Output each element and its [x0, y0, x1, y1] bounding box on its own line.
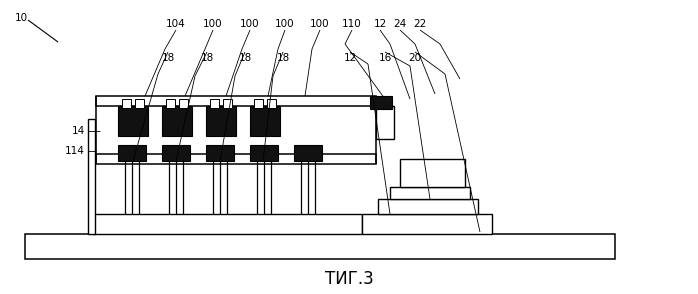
Bar	[254, 99, 263, 108]
Bar	[250, 106, 280, 136]
Bar	[122, 99, 131, 108]
Text: 14: 14	[72, 126, 85, 136]
Bar	[96, 96, 376, 106]
Text: 22: 22	[413, 19, 426, 29]
Bar	[206, 145, 234, 161]
Bar	[162, 145, 190, 161]
Text: 110: 110	[342, 19, 362, 29]
Bar	[118, 145, 146, 161]
Text: 100: 100	[275, 19, 295, 29]
Bar	[210, 99, 219, 108]
Bar	[223, 99, 232, 108]
Bar	[118, 106, 148, 136]
Bar	[96, 154, 376, 164]
Text: 100: 100	[310, 19, 330, 29]
Text: 100: 100	[203, 19, 223, 29]
Text: 12: 12	[343, 53, 357, 63]
Bar	[390, 187, 470, 199]
Bar	[206, 106, 236, 136]
Bar	[250, 145, 278, 161]
Bar	[162, 106, 192, 136]
Bar	[25, 234, 615, 259]
Text: 104: 104	[166, 19, 186, 29]
Text: 10: 10	[15, 13, 28, 23]
Bar	[376, 106, 394, 139]
Text: 12: 12	[373, 19, 387, 29]
Text: 114: 114	[65, 146, 85, 156]
Bar	[362, 214, 492, 234]
Text: 18: 18	[161, 53, 174, 63]
Text: 100: 100	[240, 19, 260, 29]
Bar	[378, 199, 478, 214]
Bar	[135, 99, 144, 108]
Bar	[267, 99, 276, 108]
Text: 16: 16	[378, 53, 392, 63]
Text: ΤИГ.3: ΤИГ.3	[325, 270, 373, 288]
Text: 18: 18	[239, 53, 251, 63]
Bar	[370, 96, 392, 109]
Bar	[166, 99, 175, 108]
Bar	[88, 119, 95, 234]
Bar	[400, 159, 465, 187]
Text: 24: 24	[394, 19, 407, 29]
Text: 20: 20	[408, 53, 422, 63]
Text: 18: 18	[200, 53, 214, 63]
Bar	[179, 99, 188, 108]
Bar	[294, 145, 322, 161]
Bar	[92, 214, 362, 234]
Text: 18: 18	[276, 53, 290, 63]
